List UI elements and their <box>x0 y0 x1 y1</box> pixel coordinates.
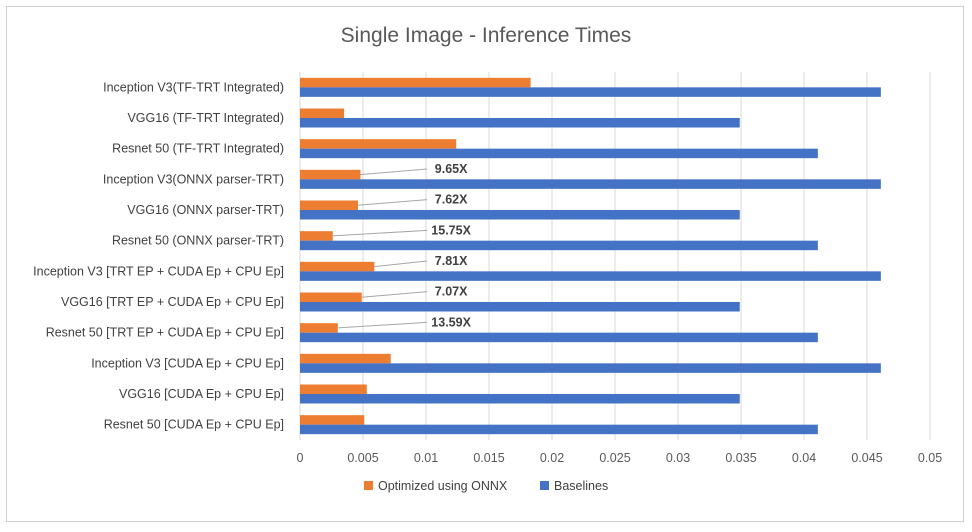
legend-label-baselines: Baselines <box>554 479 608 493</box>
bar-optimized-onnx <box>300 108 345 118</box>
category-label: Resnet 50 (TF-TRT Integrated) <box>112 142 284 156</box>
gridlines <box>299 72 931 440</box>
bar-baseline <box>300 118 740 128</box>
x-tick-label: 0.01 <box>414 451 438 465</box>
x-tick-label: 0.005 <box>347 451 378 465</box>
annotation-leader-line <box>357 199 428 206</box>
speedup-annotation: 13.59X <box>431 315 471 329</box>
annotation-leader-line <box>332 229 428 237</box>
x-tick-label: 0.035 <box>725 451 756 465</box>
bar-baseline <box>300 87 881 97</box>
category-label: Inception V3(ONNX parser-TRT) <box>103 172 284 186</box>
bar-optimized-onnx <box>300 169 361 180</box>
speedup-annotation: 7.62X <box>435 193 468 207</box>
legend-label-optimized: Optimized using ONNX <box>378 479 508 493</box>
category-label: Inception V3(TF-TRT Integrated) <box>103 80 284 94</box>
bar-baseline <box>300 302 740 312</box>
x-tick-label: 0.045 <box>851 451 882 465</box>
category-label: Inception V3 [CUDA Ep + CPU Ep] <box>91 356 284 370</box>
legend: Optimized using ONNX Baselines <box>364 479 608 493</box>
x-tick-label: 0.025 <box>599 451 630 465</box>
legend-swatch-baselines <box>540 481 549 490</box>
x-tick-label: 0.05 <box>918 451 942 465</box>
bars <box>300 77 881 435</box>
bar-optimized-onnx <box>300 139 457 149</box>
category-label: Resnet 50 (ONNX parser-TRT) <box>112 234 284 248</box>
bar-baseline <box>300 363 881 373</box>
category-label: Resnet 50 [TRT EP + CUDA Ep + CPU Ep] <box>46 326 284 340</box>
category-label: VGG16 [CUDA Ep + CPU Ep] <box>119 387 284 401</box>
x-axis-tick-labels: 0 0.005 0.01 0.015 0.02 0.025 0.03 0.035 0.04 0.0… <box>297 451 943 465</box>
category-label: VGG16 (TF-TRT Integrated) <box>127 111 284 125</box>
x-tick-label: 0.04 <box>792 451 816 465</box>
bar-baseline <box>300 210 740 220</box>
bar-baseline <box>300 179 881 189</box>
category-label: Resnet 50 [CUDA Ep + CPU Ep] <box>104 418 284 432</box>
x-tick-label: 0.02 <box>540 451 564 465</box>
category-label: VGG16 [TRT EP + CUDA Ep + CPU Ep] <box>61 295 284 309</box>
chart-title: Single Image - Inference Times <box>341 24 632 47</box>
bar-optimized-onnx <box>300 292 362 302</box>
bar-optimized-onnx <box>300 77 531 88</box>
x-tick-label: 0.015 <box>473 451 504 465</box>
annotation-leader-line <box>361 291 428 298</box>
speedup-annotation: 7.81X <box>435 254 468 268</box>
bar-baseline <box>300 240 818 251</box>
annotation-leader-line <box>374 260 428 268</box>
x-tick-label: 0 <box>297 451 304 465</box>
bar-baseline <box>300 424 818 435</box>
bar-baseline <box>300 148 818 159</box>
speedup-annotation: 7.07X <box>435 285 468 299</box>
bar-optimized-onnx <box>300 384 367 394</box>
annotation-leader-line <box>337 321 428 329</box>
bar-baseline <box>300 332 818 343</box>
bar-optimized-onnx <box>300 323 338 333</box>
category-labels: Inception V3(TF-TRT Integrated) VGG16 (TF… <box>33 80 284 431</box>
bar-baseline <box>300 394 740 404</box>
bar-optimized-onnx <box>300 261 375 272</box>
bar-optimized-onnx <box>300 353 391 364</box>
bar-baseline <box>300 271 881 281</box>
annotation-leader-line <box>360 168 428 176</box>
bar-optimized-onnx <box>300 200 358 210</box>
legend-swatch-optimized <box>364 481 373 490</box>
category-label: Inception V3 [TRT EP + CUDA Ep + CPU Ep] <box>33 264 284 278</box>
speedup-annotation: 15.75X <box>431 223 471 237</box>
bar-optimized-onnx <box>300 415 365 425</box>
speedup-annotation: 9.65X <box>435 162 468 176</box>
bar-optimized-onnx <box>300 231 333 241</box>
category-label: VGG16 (ONNX parser-TRT) <box>127 203 284 217</box>
x-tick-label: 0.03 <box>666 451 690 465</box>
speedup-annotations: 9.65X 7.62X 15.75X 7.81X 7.07X 13.59X <box>332 162 472 329</box>
